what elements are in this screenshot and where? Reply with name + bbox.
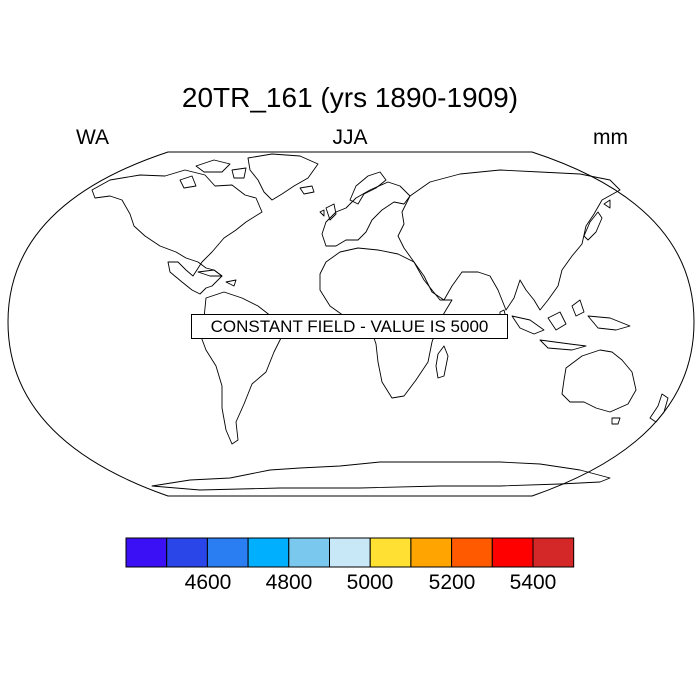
colorbar-cell: [166, 537, 208, 568]
colorbar-cell: [491, 537, 534, 568]
caribbean-islands: [197, 269, 237, 287]
arctic-islands: [179, 159, 247, 189]
colorbar-cell: [451, 537, 493, 568]
greenland-coast: [247, 153, 319, 201]
scandinavia-coast: [349, 171, 387, 205]
colorbar-cell: [247, 537, 290, 568]
australia-coast: [561, 349, 637, 413]
colorbar-tick-label: 4800: [265, 571, 313, 594]
colorbar-cell: [369, 537, 412, 568]
north-america-coast: [91, 169, 263, 295]
colorbar-cell: [125, 537, 168, 568]
europe-coast: [321, 181, 411, 247]
colorbar-tick-label: 5400: [509, 571, 557, 594]
colorbar-cell: [532, 537, 575, 568]
season-label: JJA: [332, 126, 368, 149]
colorbar-cell: [410, 537, 453, 568]
units-label: mm: [593, 126, 628, 149]
map-title: 20TR_161 (yrs 1890-1909): [181, 82, 519, 113]
tasmania: [611, 417, 621, 425]
colorbar-tick-label: 5200: [428, 571, 476, 594]
japan-islands: [583, 199, 611, 241]
madagascar: [435, 345, 449, 379]
asia-coast: [397, 169, 621, 311]
antarctica-coast: [151, 461, 611, 491]
new-zealand: [649, 393, 669, 423]
british-isles: [319, 203, 337, 221]
region-label: WA: [76, 126, 110, 149]
colorbar-tick-label: 5000: [346, 571, 394, 594]
constant-field-message: CONSTANT FIELD - VALUE IS 5000: [191, 314, 508, 339]
indonesia-islands: [511, 299, 631, 351]
colorbar-tick-label: 4600: [184, 571, 232, 594]
colorbar-cell: [206, 537, 249, 568]
iceland: [299, 185, 315, 195]
south-america-coast: [199, 291, 283, 445]
colorbar-cell: [329, 537, 371, 568]
colorbar-cell: [288, 537, 330, 568]
